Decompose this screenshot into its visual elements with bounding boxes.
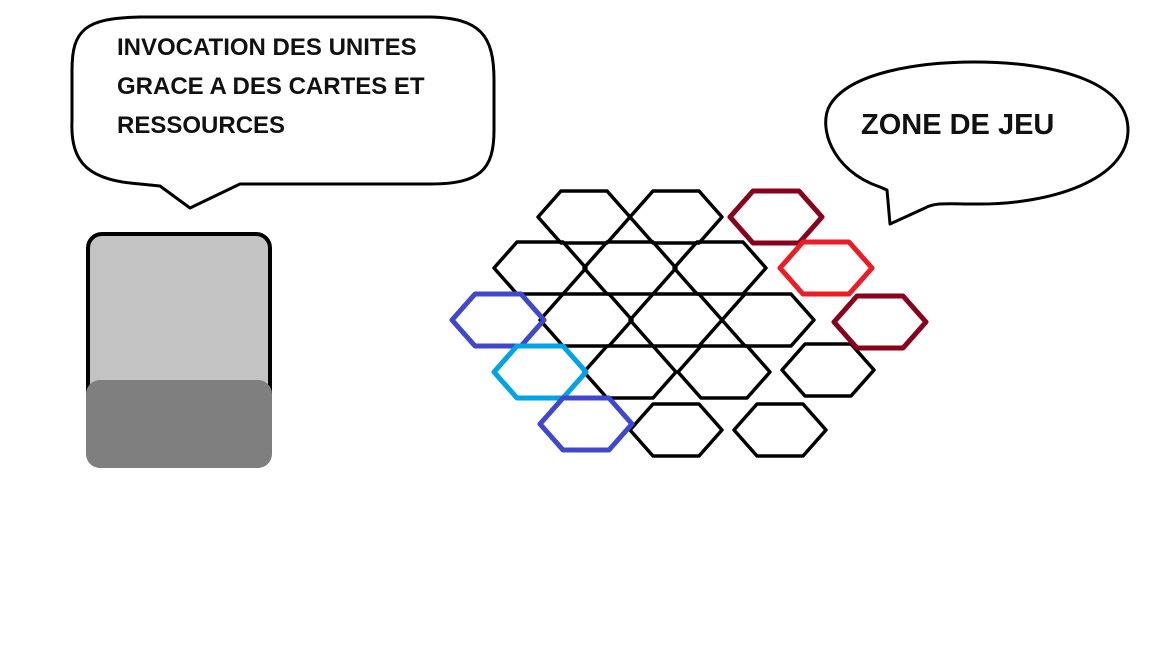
hex-cell-r4c0[interactable] [537, 395, 635, 453]
hex-cell-r3c3[interactable] [780, 342, 876, 398]
hex-cell-r0c0[interactable] [536, 189, 632, 245]
summon-speech-bubble: INVOCATION DES UNITES GRACE A DES CARTES… [70, 15, 496, 210]
card-deck[interactable] [86, 232, 272, 468]
hex-cell-r2c2[interactable] [628, 292, 724, 348]
summon-bubble-line-3: RESSOURCES [117, 112, 285, 139]
hex-cell-r1c1[interactable] [582, 240, 678, 296]
hex-cell-r1c2[interactable] [672, 240, 768, 296]
summon-bubble-line-1: INVOCATION DES UNITES [117, 34, 417, 61]
hex-cell-r2c3[interactable] [720, 292, 816, 348]
zone-bubble-label: ZONE DE JEU [861, 109, 1054, 141]
hex-cell-r2c1[interactable] [538, 292, 634, 348]
hex-cell-r1c0[interactable] [492, 240, 588, 296]
hex-cell-r3c0[interactable] [491, 343, 589, 401]
hex-cell-r2c0[interactable] [449, 291, 547, 349]
hex-cell-r0c1[interactable] [628, 189, 724, 245]
zone-speech-bubble: ZONE DE JEU [824, 60, 1130, 226]
hex-game-board[interactable] [449, 188, 929, 458]
summon-bubble-shape [70, 15, 496, 210]
hex-cell-r0c2[interactable] [727, 188, 825, 246]
hex-cell-r4c2[interactable] [732, 402, 828, 458]
hex-cell-r2c4[interactable] [831, 293, 929, 351]
hex-cell-r3c2[interactable] [676, 344, 772, 400]
hex-cell-r1c3[interactable] [777, 239, 875, 297]
summon-bubble-line-2: GRACE A DES CARTES ET [117, 73, 425, 100]
hex-cell-r3c1[interactable] [582, 344, 678, 400]
zone-bubble-shape [824, 60, 1130, 226]
hex-cell-r4c1[interactable] [628, 402, 724, 458]
card-bottom-panel [86, 380, 272, 468]
